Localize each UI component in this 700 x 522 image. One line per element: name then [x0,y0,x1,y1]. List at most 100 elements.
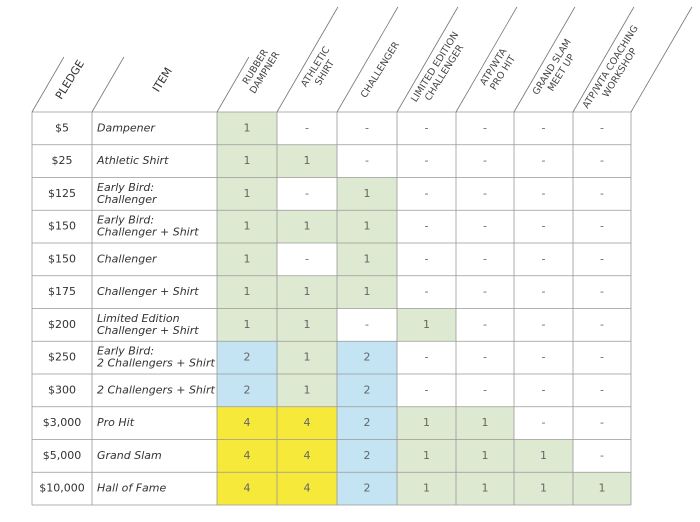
cell-fill [337,275,397,309]
cell-value: 1 [244,154,251,167]
pledge: $125 [48,187,76,200]
cell-value: - [483,318,487,331]
item: Challenger [97,252,158,265]
cell-value: 1 [423,482,430,495]
cell-value: 1 [244,187,251,200]
pledge: $3,000 [43,416,82,429]
cell-fill [456,472,514,505]
cell-fill [217,472,277,505]
cell-fill [397,439,456,473]
cell-value: 4 [244,482,251,495]
pledge: $5,000 [43,449,82,462]
cell-value: - [483,351,487,364]
cell-value: - [483,285,487,298]
cell-value: - [600,449,604,462]
header-label: PLEDGE [53,58,87,102]
header-slant [455,6,518,113]
cell-value: 2 [364,482,371,495]
cell-value: 1 [364,252,371,265]
cell-value: - [542,351,546,364]
cell-value: - [542,187,546,200]
cell-value: 2 [244,383,251,396]
cell-value: - [425,220,429,233]
cell-fill [277,439,337,473]
cell-value: 1 [540,449,547,462]
item: Challenger + Shirt [97,285,199,298]
header-slant [572,6,635,113]
item: Challenger + Shirt [97,226,199,239]
cell-value: - [425,187,429,200]
cell-fill [217,210,277,243]
cell-value: 1 [364,220,371,233]
pledge: $250 [48,351,76,364]
cell-fill [397,406,456,440]
cell-fill [277,341,337,374]
cell-value: - [542,154,546,167]
header-slant [630,6,693,113]
cell-value: 1 [540,482,547,495]
cell-value: - [483,252,487,265]
cell-value: - [542,318,546,331]
cell-value: 1 [304,154,311,167]
cell-value: - [365,318,369,331]
cell-value: - [600,252,604,265]
header-slant [276,6,339,113]
cell-value: - [542,220,546,233]
cell-fill [514,439,573,473]
cell-value: 4 [304,482,311,495]
cell-value: 1 [364,285,371,298]
cell-value: - [600,285,604,298]
cell-fill [456,406,514,440]
cell-value: 2 [364,449,371,462]
cell-fill [217,243,277,276]
item: Dampener [97,121,156,134]
cell-value: - [425,351,429,364]
item: Grand Slam [97,449,162,462]
cell-fill [217,144,277,178]
cell-fill [277,308,337,342]
header-slant [31,56,65,113]
cell-value: - [600,318,604,331]
cell-value: - [305,252,309,265]
cell-fill [217,112,277,145]
cell-value: 1 [423,449,430,462]
cell-value: - [542,416,546,429]
cell-fill [217,406,277,440]
cell-fill [337,243,397,276]
cell-value: - [483,220,487,233]
pledge: $200 [48,318,76,331]
cell-fill [337,472,397,505]
header-slant [91,56,125,113]
cell-value: - [542,252,546,265]
cell-fill [397,308,456,342]
cell-value: - [425,154,429,167]
cell-value: 4 [304,449,311,462]
header-slant [513,6,576,113]
cell-value: 2 [364,383,371,396]
cell-fill [277,472,337,505]
cell-value: 2 [244,351,251,364]
header-label: CHALLENGER [359,40,402,100]
cell-value: - [483,121,487,134]
item: Challenger + Shirt [97,324,199,337]
cell-value: 1 [304,220,311,233]
cell-value: 4 [244,416,251,429]
cell-value: - [542,383,546,396]
cell-fill [217,374,277,407]
cell-fill [217,439,277,473]
cell-value: 1 [244,121,251,134]
cell-fill [397,472,456,505]
item: Challenger [97,193,158,206]
cell-value: 1 [423,416,430,429]
pledge: $300 [48,383,76,396]
cell-value: 1 [423,318,430,331]
cell-fill [277,406,337,440]
pledge: $175 [48,285,76,298]
cell-value: 1 [244,252,251,265]
cell-fill [277,210,337,243]
cell-fill [337,406,397,440]
cell-fill [573,472,631,505]
cell-fill [337,210,397,243]
cell-fill [337,177,397,211]
item: 2 Challengers + Shirt [97,357,215,370]
